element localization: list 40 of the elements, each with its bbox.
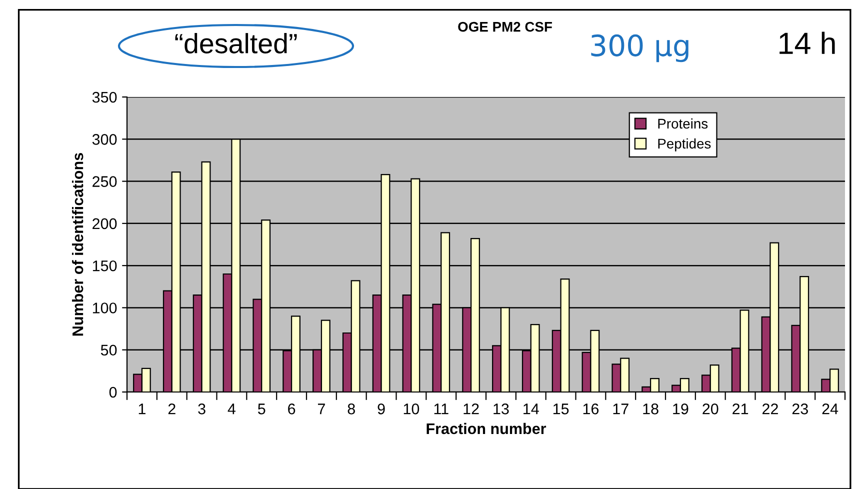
y-axis-title: Number of identifications — [72, 153, 84, 336]
x-tick-label: 11 — [434, 404, 448, 414]
x-tick-label: 23 — [792, 404, 808, 414]
x-tick-label: 5 — [258, 404, 266, 414]
x-tick-label: 13 — [494, 404, 509, 414]
x-tick-label: 19 — [673, 404, 688, 414]
y-tick-label: 50 — [100, 344, 117, 356]
x-tick-label: 4 — [228, 404, 236, 414]
x-tick-label: 1 — [138, 404, 146, 414]
x-tick-label: 6 — [288, 404, 296, 414]
x-tick-label: 8 — [348, 404, 355, 414]
y-tick-label: 150 — [92, 260, 117, 272]
x-tick-label: 9 — [378, 404, 385, 414]
x-tick-label: 21 — [732, 404, 748, 414]
x-tick-label: 14 — [524, 404, 539, 414]
y-tick-label: 350 — [92, 92, 117, 103]
chart-title: OGE PM2 CSF — [458, 22, 552, 32]
x-tick-label: 17 — [613, 404, 628, 414]
x-tick-label: 3 — [198, 404, 206, 414]
x-tick-label: 22 — [762, 404, 778, 414]
x-tick-label: 7 — [318, 404, 325, 414]
y-tick-label: 0 — [109, 386, 117, 398]
text: 300 µg — [591, 34, 688, 62]
x-tick-label: 16 — [583, 404, 599, 414]
x-tick-label: 15 — [553, 404, 569, 414]
legend-label: Peptides — [658, 138, 711, 152]
x-axis-title: Fraction number — [426, 422, 546, 434]
y-tick-label: 300 — [92, 134, 117, 145]
x-tick-label: 10 — [404, 404, 420, 414]
x-tick-label: 20 — [702, 404, 718, 414]
x-tick-label: 12 — [464, 404, 479, 414]
legend-label: Proteins — [658, 118, 708, 129]
y-tick-label: 250 — [92, 176, 117, 187]
x-tick-label: 18 — [643, 404, 658, 414]
y-tick-label: 200 — [92, 218, 117, 230]
x-tick-label: 24 — [822, 404, 838, 414]
text: “desalted” — [175, 33, 297, 54]
text: 14 h — [780, 32, 835, 54]
x-tick-label: 2 — [168, 404, 176, 414]
y-tick-label: 100 — [92, 302, 117, 314]
